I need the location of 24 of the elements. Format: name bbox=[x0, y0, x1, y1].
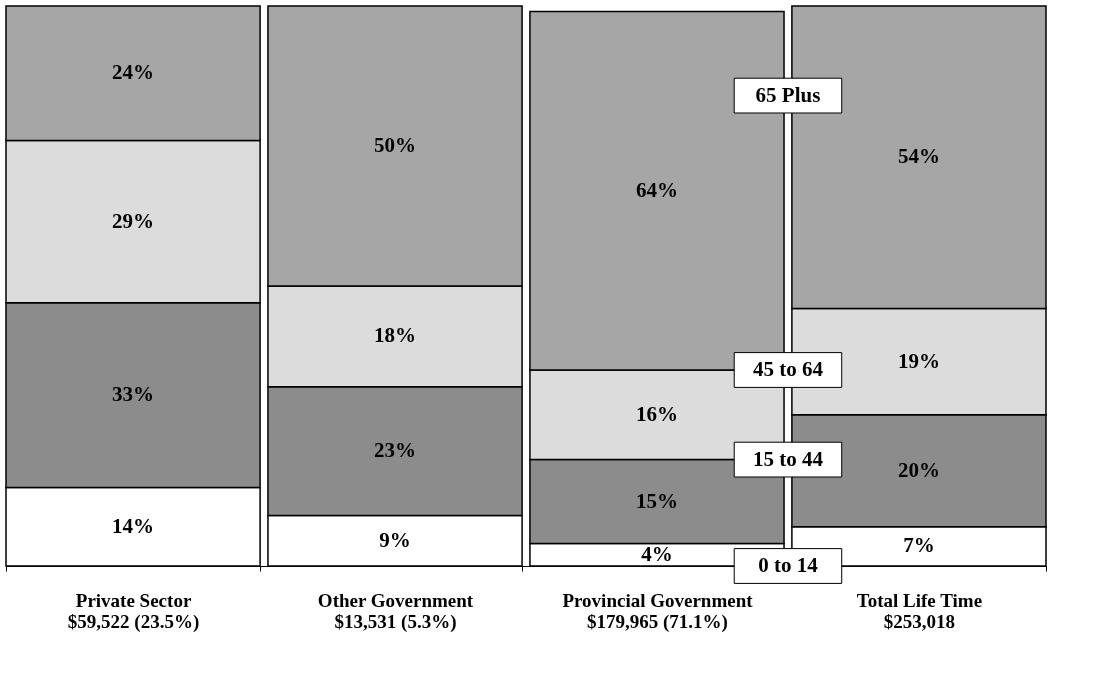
series-label: 0 to 14 bbox=[758, 553, 819, 577]
data-label: 29% bbox=[112, 208, 155, 233]
x-tick-label: Total Life Time $253,018 bbox=[856, 589, 983, 632]
series-label: 65 Plus bbox=[755, 82, 821, 107]
data-label: 9% bbox=[379, 527, 411, 552]
data-label: 23% bbox=[374, 438, 417, 463]
data-label: 20% bbox=[897, 457, 940, 482]
series-label: 15 to 44 bbox=[752, 446, 824, 471]
x-tick-label: Private Sector $59,522 (23.5%) bbox=[67, 589, 200, 633]
x-tick-label: Other Government $13,531 (5.3%) bbox=[317, 589, 474, 633]
data-label: 18% bbox=[374, 323, 417, 348]
data-label: 7% bbox=[903, 533, 935, 558]
data-label: 19% bbox=[897, 348, 940, 373]
data-label: 15% bbox=[635, 488, 678, 513]
data-label: 54% bbox=[897, 144, 940, 169]
series-label: 45 to 64 bbox=[752, 357, 824, 381]
data-label: 64% bbox=[635, 177, 678, 202]
data-label: 50% bbox=[374, 133, 417, 157]
x-tick-label: Provincial Government $179,965 (71.1%) bbox=[562, 589, 754, 633]
data-label: 4% bbox=[641, 541, 673, 566]
data-label: 16% bbox=[635, 401, 678, 426]
data-label: 14% bbox=[112, 513, 155, 538]
data-label: 24% bbox=[112, 60, 155, 85]
data-label: 33% bbox=[112, 382, 155, 407]
